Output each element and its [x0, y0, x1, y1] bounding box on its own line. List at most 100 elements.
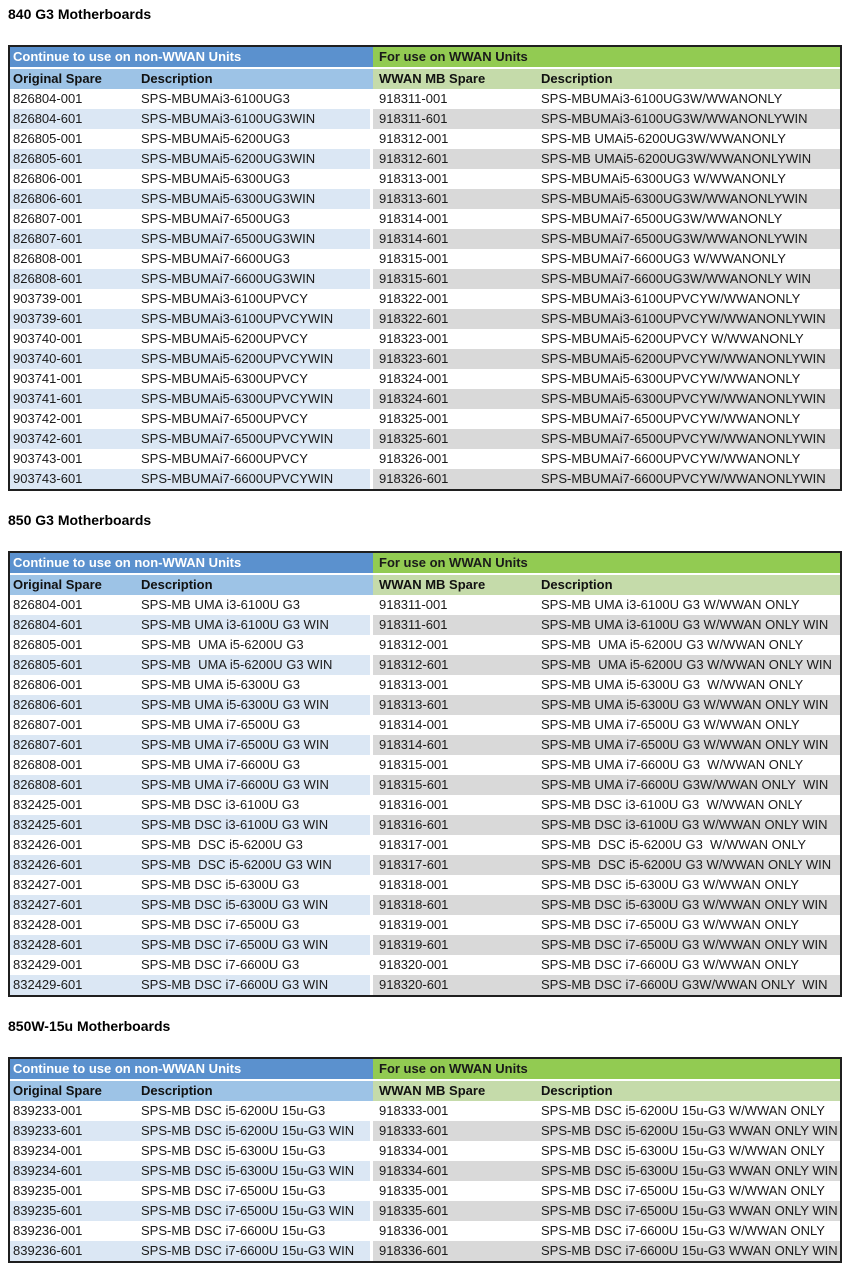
table-row: 826805-001 SPS-MB UMA i5-6200U G3 918312-0…: [10, 635, 840, 655]
cell-wwan-description: SPS-MBUMAi3-6100UPVCYW/WWANONLYWIN: [535, 309, 840, 329]
column-header-description-left: Description: [135, 1081, 373, 1101]
cell-wwan-description: SPS-MBUMAi5-6300UPVCYW/WWANONLYWIN: [535, 389, 840, 409]
cell-wwan-mb-spare: 918313-001: [373, 675, 535, 695]
cell-wwan-mb-spare: 918334-601: [373, 1161, 535, 1181]
cell-wwan-description: SPS-MBUMAi7-6500UG3W/WWANONLYWIN: [535, 229, 840, 249]
column-header-description-left: Description: [135, 69, 373, 89]
cell-description: SPS-MB DSC i5-6300U 15u-G3 WIN: [135, 1161, 373, 1181]
table-row: 832425-601 SPS-MB DSC i3-6100U G3 WIN 9183…: [10, 815, 840, 835]
column-header-original-spare: Original Spare: [10, 575, 135, 595]
cell-original-spare: 903743-001: [10, 449, 135, 469]
cell-wwan-description: SPS-MB DSC i7-6600U G3 W/WWAN ONLY: [535, 955, 840, 975]
cell-description: SPS-MBUMAi7-6500UG3WIN: [135, 229, 373, 249]
cell-wwan-description: SPS-MB DSC i3-6100U G3 W/WWAN ONLY WIN: [535, 815, 840, 835]
cell-wwan-description: SPS-MB DSC i7-6600U G3W/WWAN ONLY WIN: [535, 975, 840, 995]
cell-original-spare: 832428-601: [10, 935, 135, 955]
cell-wwan-mb-spare: 918315-601: [373, 269, 535, 289]
cell-wwan-description: SPS-MB DSC i7-6500U G3 W/WWAN ONLY WIN: [535, 935, 840, 955]
cell-wwan-description: SPS-MB DSC i3-6100U G3 W/WWAN ONLY: [535, 795, 840, 815]
table-row: 826808-601 SPS-MB UMA i7-6600U G3 WIN 9183…: [10, 775, 840, 795]
cell-wwan-mb-spare: 918326-001: [373, 449, 535, 469]
table-row: 903741-601 SPS-MBUMAi5-6300UPVCYWIN 918324…: [10, 389, 840, 409]
cell-wwan-description: SPS-MB UMA i3-6100U G3 W/WWAN ONLY: [535, 595, 840, 615]
table-row: 903741-001 SPS-MBUMAi5-6300UPVCY 918324-00…: [10, 369, 840, 389]
cell-wwan-description: SPS-MBUMAi3-6100UG3W/WWANONLYWIN: [535, 109, 840, 129]
cell-description: SPS-MB DSC i5-6300U 15u-G3: [135, 1141, 373, 1161]
cell-original-spare: 826807-601: [10, 735, 135, 755]
table-row: 903743-001 SPS-MBUMAi7-6600UPVCY 918326-00…: [10, 449, 840, 469]
spares-table: Continue to use on non-WWAN Units For us…: [8, 1057, 842, 1263]
cell-wwan-mb-spare: 918335-001: [373, 1181, 535, 1201]
cell-wwan-description: SPS-MBUMAi7-6600UG3 W/WWANONLY: [535, 249, 840, 269]
cell-original-spare: 832426-601: [10, 855, 135, 875]
cell-original-spare: 903739-601: [10, 309, 135, 329]
table-row: 903740-001 SPS-MBUMAi5-6200UPVCY 918323-00…: [10, 329, 840, 349]
cell-wwan-description: SPS-MB UMAi5-6200UG3W/WWANONLY: [535, 129, 840, 149]
cell-original-spare: 832425-001: [10, 795, 135, 815]
cell-wwan-mb-spare: 918318-001: [373, 875, 535, 895]
cell-original-spare: 826808-001: [10, 249, 135, 269]
cell-wwan-description: SPS-MB DSC i5-6200U 15u-G3 W/WWAN ONLY: [535, 1101, 840, 1121]
cell-description: SPS-MB DSC i7-6500U 15u-G3 WIN: [135, 1201, 373, 1221]
cell-wwan-mb-spare: 918311-001: [373, 595, 535, 615]
cell-original-spare: 826806-001: [10, 169, 135, 189]
cell-description: SPS-MB DSC i5-6300U G3 WIN: [135, 895, 373, 915]
group-header-row: Continue to use on non-WWAN Units For us…: [10, 1059, 840, 1081]
cell-description: SPS-MB UMA i7-6600U G3 WIN: [135, 775, 373, 795]
cell-description: SPS-MB DSC i5-6200U G3 WIN: [135, 855, 373, 875]
cell-wwan-description: SPS-MBUMAi5-6300UG3 W/WWANONLY: [535, 169, 840, 189]
cell-wwan-description: SPS-MB DSC i5-6300U 15u-G3 W/WWAN ONLY: [535, 1141, 840, 1161]
section-title: 850W-15u Motherboards: [8, 1018, 171, 1034]
cell-wwan-mb-spare: 918324-601: [373, 389, 535, 409]
cell-wwan-mb-spare: 918315-001: [373, 755, 535, 775]
table-row: 832426-001 SPS-MB DSC i5-6200U G3 918317-0…: [10, 835, 840, 855]
table-row: 826804-001 SPS-MBUMAi3-6100UG3 918311-001 S…: [10, 89, 840, 109]
cell-original-spare: 826805-001: [10, 635, 135, 655]
cell-description: SPS-MBUMAi5-6300UG3: [135, 169, 373, 189]
cell-original-spare: 839234-601: [10, 1161, 135, 1181]
table-row: 839236-601 SPS-MB DSC i7-6600U 15u-G3 WIN…: [10, 1241, 840, 1261]
cell-wwan-mb-spare: 918312-001: [373, 635, 535, 655]
table-row: 826808-001 SPS-MBUMAi7-6600UG3 918315-001 S…: [10, 249, 840, 269]
table-row: 826807-601 SPS-MB UMA i7-6500U G3 WIN 9183…: [10, 735, 840, 755]
cell-wwan-mb-spare: 918316-601: [373, 815, 535, 835]
cell-wwan-mb-spare: 918325-001: [373, 409, 535, 429]
cell-wwan-mb-spare: 918322-001: [373, 289, 535, 309]
table-row: 832427-601 SPS-MB DSC i5-6300U G3 WIN 9183…: [10, 895, 840, 915]
table-row: 826806-001 SPS-MBUMAi5-6300UG3 918313-001 S…: [10, 169, 840, 189]
cell-wwan-mb-spare: 918335-601: [373, 1201, 535, 1221]
cell-description: SPS-MB DSC i5-6200U 15u-G3 WIN: [135, 1121, 373, 1141]
cell-wwan-description: SPS-MB UMAi5-6200UG3W/WWANONLYWIN: [535, 149, 840, 169]
cell-original-spare: 832427-001: [10, 875, 135, 895]
cell-wwan-mb-spare: 918314-601: [373, 229, 535, 249]
cell-description: SPS-MB UMA i5-6200U G3 WIN: [135, 655, 373, 675]
cell-description: SPS-MB DSC i7-6500U G3: [135, 915, 373, 935]
motherboard-section: 850W-15u Motherboards Continue to use on…: [8, 1018, 848, 1263]
cell-original-spare: 826806-601: [10, 189, 135, 209]
cell-wwan-mb-spare: 918312-001: [373, 129, 535, 149]
cell-wwan-description: SPS-MBUMAi7-6500UPVCYW/WWANONLY: [535, 409, 840, 429]
cell-wwan-mb-spare: 918322-601: [373, 309, 535, 329]
cell-wwan-description: SPS-MB UMA i7-6600U G3 W/WWAN ONLY: [535, 755, 840, 775]
cell-description: SPS-MBUMAi3-6100UG3WIN: [135, 109, 373, 129]
group-header-row: Continue to use on non-WWAN Units For us…: [10, 553, 840, 575]
cell-original-spare: 826804-601: [10, 109, 135, 129]
table-row: 903739-601 SPS-MBUMAi3-6100UPVCYWIN 918322…: [10, 309, 840, 329]
column-header-wwan-mb-spare: WWAN MB Spare: [373, 69, 535, 89]
cell-wwan-description: SPS-MBUMAi5-6200UPVCY W/WWANONLY: [535, 329, 840, 349]
table-row: 826806-601 SPS-MB UMA i5-6300U G3 WIN 9183…: [10, 695, 840, 715]
cell-description: SPS-MBUMAi7-6500UPVCYWIN: [135, 429, 373, 449]
column-header-row: Original Spare Description WWAN MB Spare…: [10, 1081, 840, 1101]
cell-wwan-description: SPS-MBUMAi5-6300UPVCYW/WWANONLY: [535, 369, 840, 389]
cell-description: SPS-MB UMA i7-6600U G3: [135, 755, 373, 775]
cell-wwan-mb-spare: 918336-001: [373, 1221, 535, 1241]
cell-description: SPS-MB DSC i5-6200U G3: [135, 835, 373, 855]
group-header-non-wwan: Continue to use on non-WWAN Units: [10, 1059, 373, 1081]
cell-wwan-mb-spare: 918314-601: [373, 735, 535, 755]
cell-wwan-description: SPS-MBUMAi7-6500UPVCYW/WWANONLYWIN: [535, 429, 840, 449]
cell-original-spare: 903739-001: [10, 289, 135, 309]
sections-container: 840 G3 Motherboards Continue to use on n…: [8, 6, 848, 1263]
table-row: 826808-001 SPS-MB UMA i7-6600U G3 918315-0…: [10, 755, 840, 775]
cell-wwan-mb-spare: 918313-601: [373, 695, 535, 715]
cell-wwan-mb-spare: 918319-601: [373, 935, 535, 955]
